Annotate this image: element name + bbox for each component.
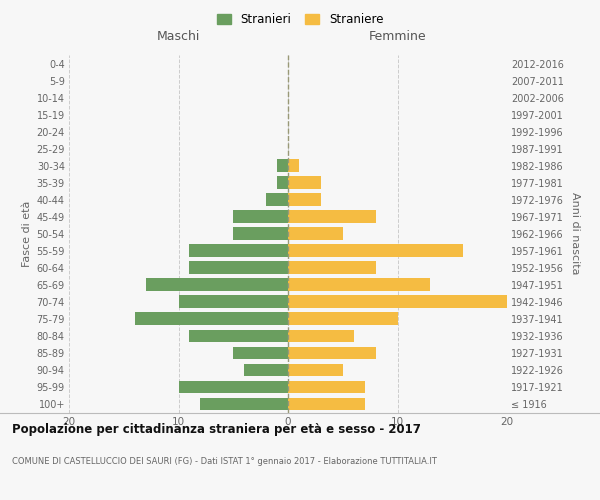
- Bar: [277, 176, 288, 189]
- Bar: [288, 244, 463, 257]
- Bar: [146, 278, 288, 291]
- Bar: [288, 296, 507, 308]
- Bar: [288, 278, 430, 291]
- Text: COMUNE DI CASTELLUCCIO DEI SAURI (FG) - Dati ISTAT 1° gennaio 2017 - Elaborazion: COMUNE DI CASTELLUCCIO DEI SAURI (FG) - …: [12, 458, 437, 466]
- Bar: [288, 228, 343, 240]
- Text: Popolazione per cittadinanza straniera per età e sesso - 2017: Popolazione per cittadinanza straniera p…: [12, 422, 421, 436]
- Bar: [190, 262, 288, 274]
- Bar: [288, 398, 365, 410]
- Bar: [233, 210, 288, 223]
- Bar: [179, 296, 288, 308]
- Bar: [244, 364, 288, 376]
- Y-axis label: Anni di nascita: Anni di nascita: [569, 192, 580, 275]
- Bar: [288, 160, 299, 172]
- Bar: [288, 346, 376, 360]
- Bar: [288, 194, 321, 206]
- Bar: [288, 380, 365, 394]
- Bar: [233, 228, 288, 240]
- Y-axis label: Fasce di età: Fasce di età: [22, 200, 32, 267]
- Bar: [288, 312, 398, 326]
- Text: Femmine: Femmine: [368, 30, 427, 43]
- Text: Maschi: Maschi: [157, 30, 200, 43]
- Bar: [288, 176, 321, 189]
- Bar: [233, 346, 288, 360]
- Bar: [288, 330, 354, 342]
- Bar: [190, 244, 288, 257]
- Bar: [190, 330, 288, 342]
- Bar: [179, 380, 288, 394]
- Bar: [288, 262, 376, 274]
- Bar: [288, 364, 343, 376]
- Bar: [134, 312, 288, 326]
- Legend: Stranieri, Straniere: Stranieri, Straniere: [212, 8, 388, 31]
- Bar: [200, 398, 288, 410]
- Bar: [288, 210, 376, 223]
- Bar: [277, 160, 288, 172]
- Bar: [266, 194, 288, 206]
